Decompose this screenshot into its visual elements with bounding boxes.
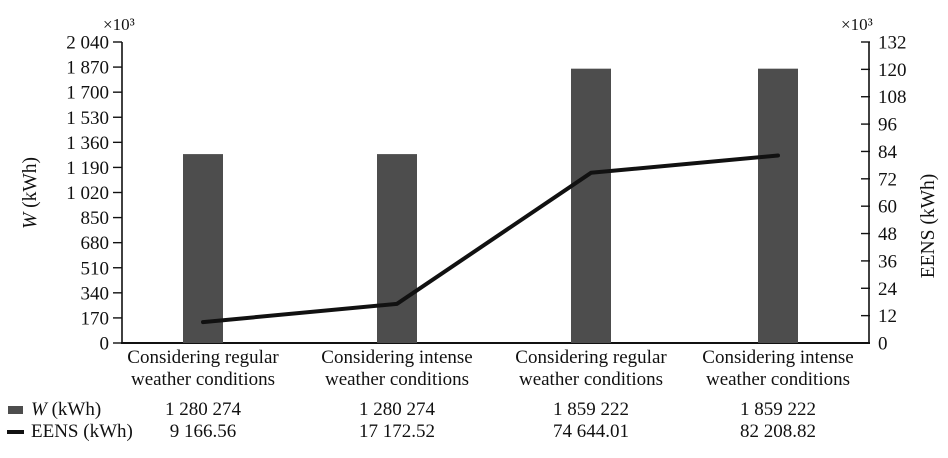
eens-value: 82 208.82 — [740, 421, 816, 442]
left-axis-tick-label: 2 040 — [66, 33, 109, 54]
eens-line — [201, 153, 780, 325]
right-axis-title: EENS (kWh) — [918, 173, 939, 279]
right-axis-tick-label: 48 — [878, 224, 897, 245]
legend-row-eens: EENS (kWh) 9 166.56 17 172.52 74 644.01 … — [0, 421, 948, 443]
left-axis-tick-label: 1 530 — [66, 108, 109, 129]
right-axis-tick-label: 72 — [878, 169, 897, 190]
right-axis-tick-label: 108 — [878, 87, 907, 108]
right-axis-tick-label: 120 — [878, 60, 907, 81]
right-axis-tick-label: 132 — [878, 33, 907, 54]
legend-label-eens: EENS (kWh) — [31, 421, 133, 442]
w-bar — [758, 68, 798, 343]
left-axis-tick-label: 510 — [81, 258, 110, 279]
left-axis-title-variable: W — [20, 212, 41, 230]
left-axis-tick-label: 170 — [81, 308, 110, 329]
category-label: Considering regular weather conditions — [515, 347, 667, 390]
right-axis-tick-label: 96 — [878, 115, 897, 136]
right-axis-tick-label: 36 — [878, 251, 897, 272]
w-value: 1 280 274 — [165, 399, 241, 420]
left-axis-multiplier: ×10³ — [103, 15, 135, 34]
left-axis-tick-label: 680 — [81, 233, 110, 254]
left-axis-tick-label: 340 — [81, 283, 110, 304]
right-axis-tick-label: 84 — [878, 142, 898, 163]
w-bar — [571, 68, 611, 343]
left-axis-tick-label: 1 870 — [66, 58, 109, 79]
w-bar — [183, 154, 223, 343]
legend-label-w: W (kWh) — [31, 399, 101, 421]
left-axis-tick-label: 1 020 — [66, 183, 109, 204]
w-bar — [377, 154, 417, 343]
right-axis-tick-label: 24 — [878, 279, 898, 300]
w-value: 1 280 274 — [359, 399, 435, 420]
legend-row-w: W (kWh) 1 280 274 1 280 274 1 859 222 1 … — [0, 399, 948, 421]
left-axis-title-unit: (kWh) — [20, 156, 41, 213]
w-value: 1 859 222 — [553, 399, 629, 420]
left-axis-title: W (kWh) — [20, 157, 42, 229]
left-axis-tick-label: 1 190 — [66, 158, 109, 179]
category-label: Considering intense weather conditions — [321, 347, 473, 390]
left-axis-tick-label: 0 — [100, 334, 110, 355]
eens-value: 9 166.56 — [169, 421, 237, 442]
eens-value: 74 644.01 — [553, 421, 629, 442]
bar-legend-swatch — [8, 406, 23, 414]
line-legend-swatch — [7, 430, 24, 434]
left-axis-tick-label: 1 700 — [66, 83, 109, 104]
category-label: Considering regular weather conditions — [127, 347, 279, 390]
left-axis-tick-label: 1 360 — [66, 133, 109, 154]
legend-label-w-variable: W — [31, 399, 47, 420]
w-value: 1 859 222 — [740, 399, 816, 420]
left-axis-tick-label: 850 — [81, 208, 110, 229]
right-axis-tick-label: 0 — [878, 334, 888, 355]
eens-value: 17 172.52 — [359, 421, 435, 442]
right-axis-multiplier: ×10³ — [841, 15, 873, 34]
category-label: Considering intense weather conditions — [702, 347, 854, 390]
right-axis-tick-label: 12 — [878, 306, 897, 327]
legend-label-w-unit: (kWh) — [46, 399, 102, 420]
right-axis-tick-label: 60 — [878, 197, 897, 218]
